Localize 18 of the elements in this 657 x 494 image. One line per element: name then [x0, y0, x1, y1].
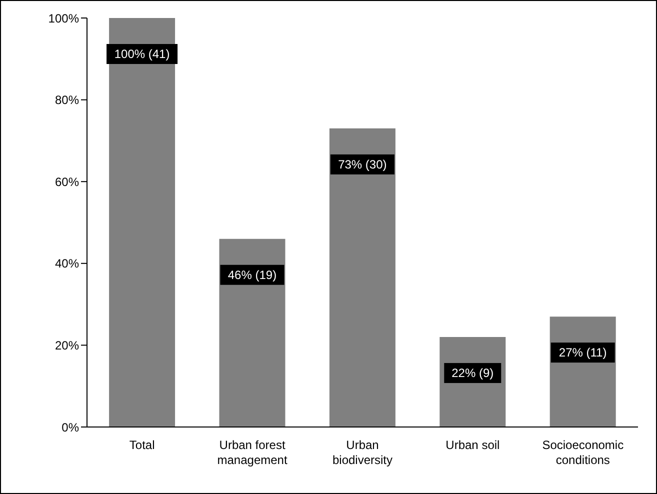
y-tick-label: 60% — [54, 174, 80, 189]
bar — [219, 238, 286, 427]
data-label: 22% (9) — [452, 366, 494, 380]
y-tick-label: 0% — [62, 420, 80, 434]
x-tick-label: Urban forest management — [217, 438, 288, 467]
y-tick-label: 40% — [54, 256, 80, 271]
data-label: 100% (41) — [114, 47, 170, 61]
x-tick-label: Socioeconomic conditions — [542, 438, 624, 467]
x-tick-label: Urban soil — [446, 438, 500, 452]
data-label: 46% (19) — [228, 268, 277, 282]
x-tick-label: Total — [129, 438, 155, 452]
data-label: 73% (30) — [338, 157, 387, 172]
bar — [329, 128, 396, 427]
y-tick-label: 80% — [54, 93, 80, 108]
x-tick-label: Urban biodiversity — [332, 438, 393, 467]
y-tick-label: 100% — [48, 11, 80, 26]
y-tick-label: 20% — [54, 338, 80, 352]
data-label: 27% (11) — [558, 346, 607, 360]
